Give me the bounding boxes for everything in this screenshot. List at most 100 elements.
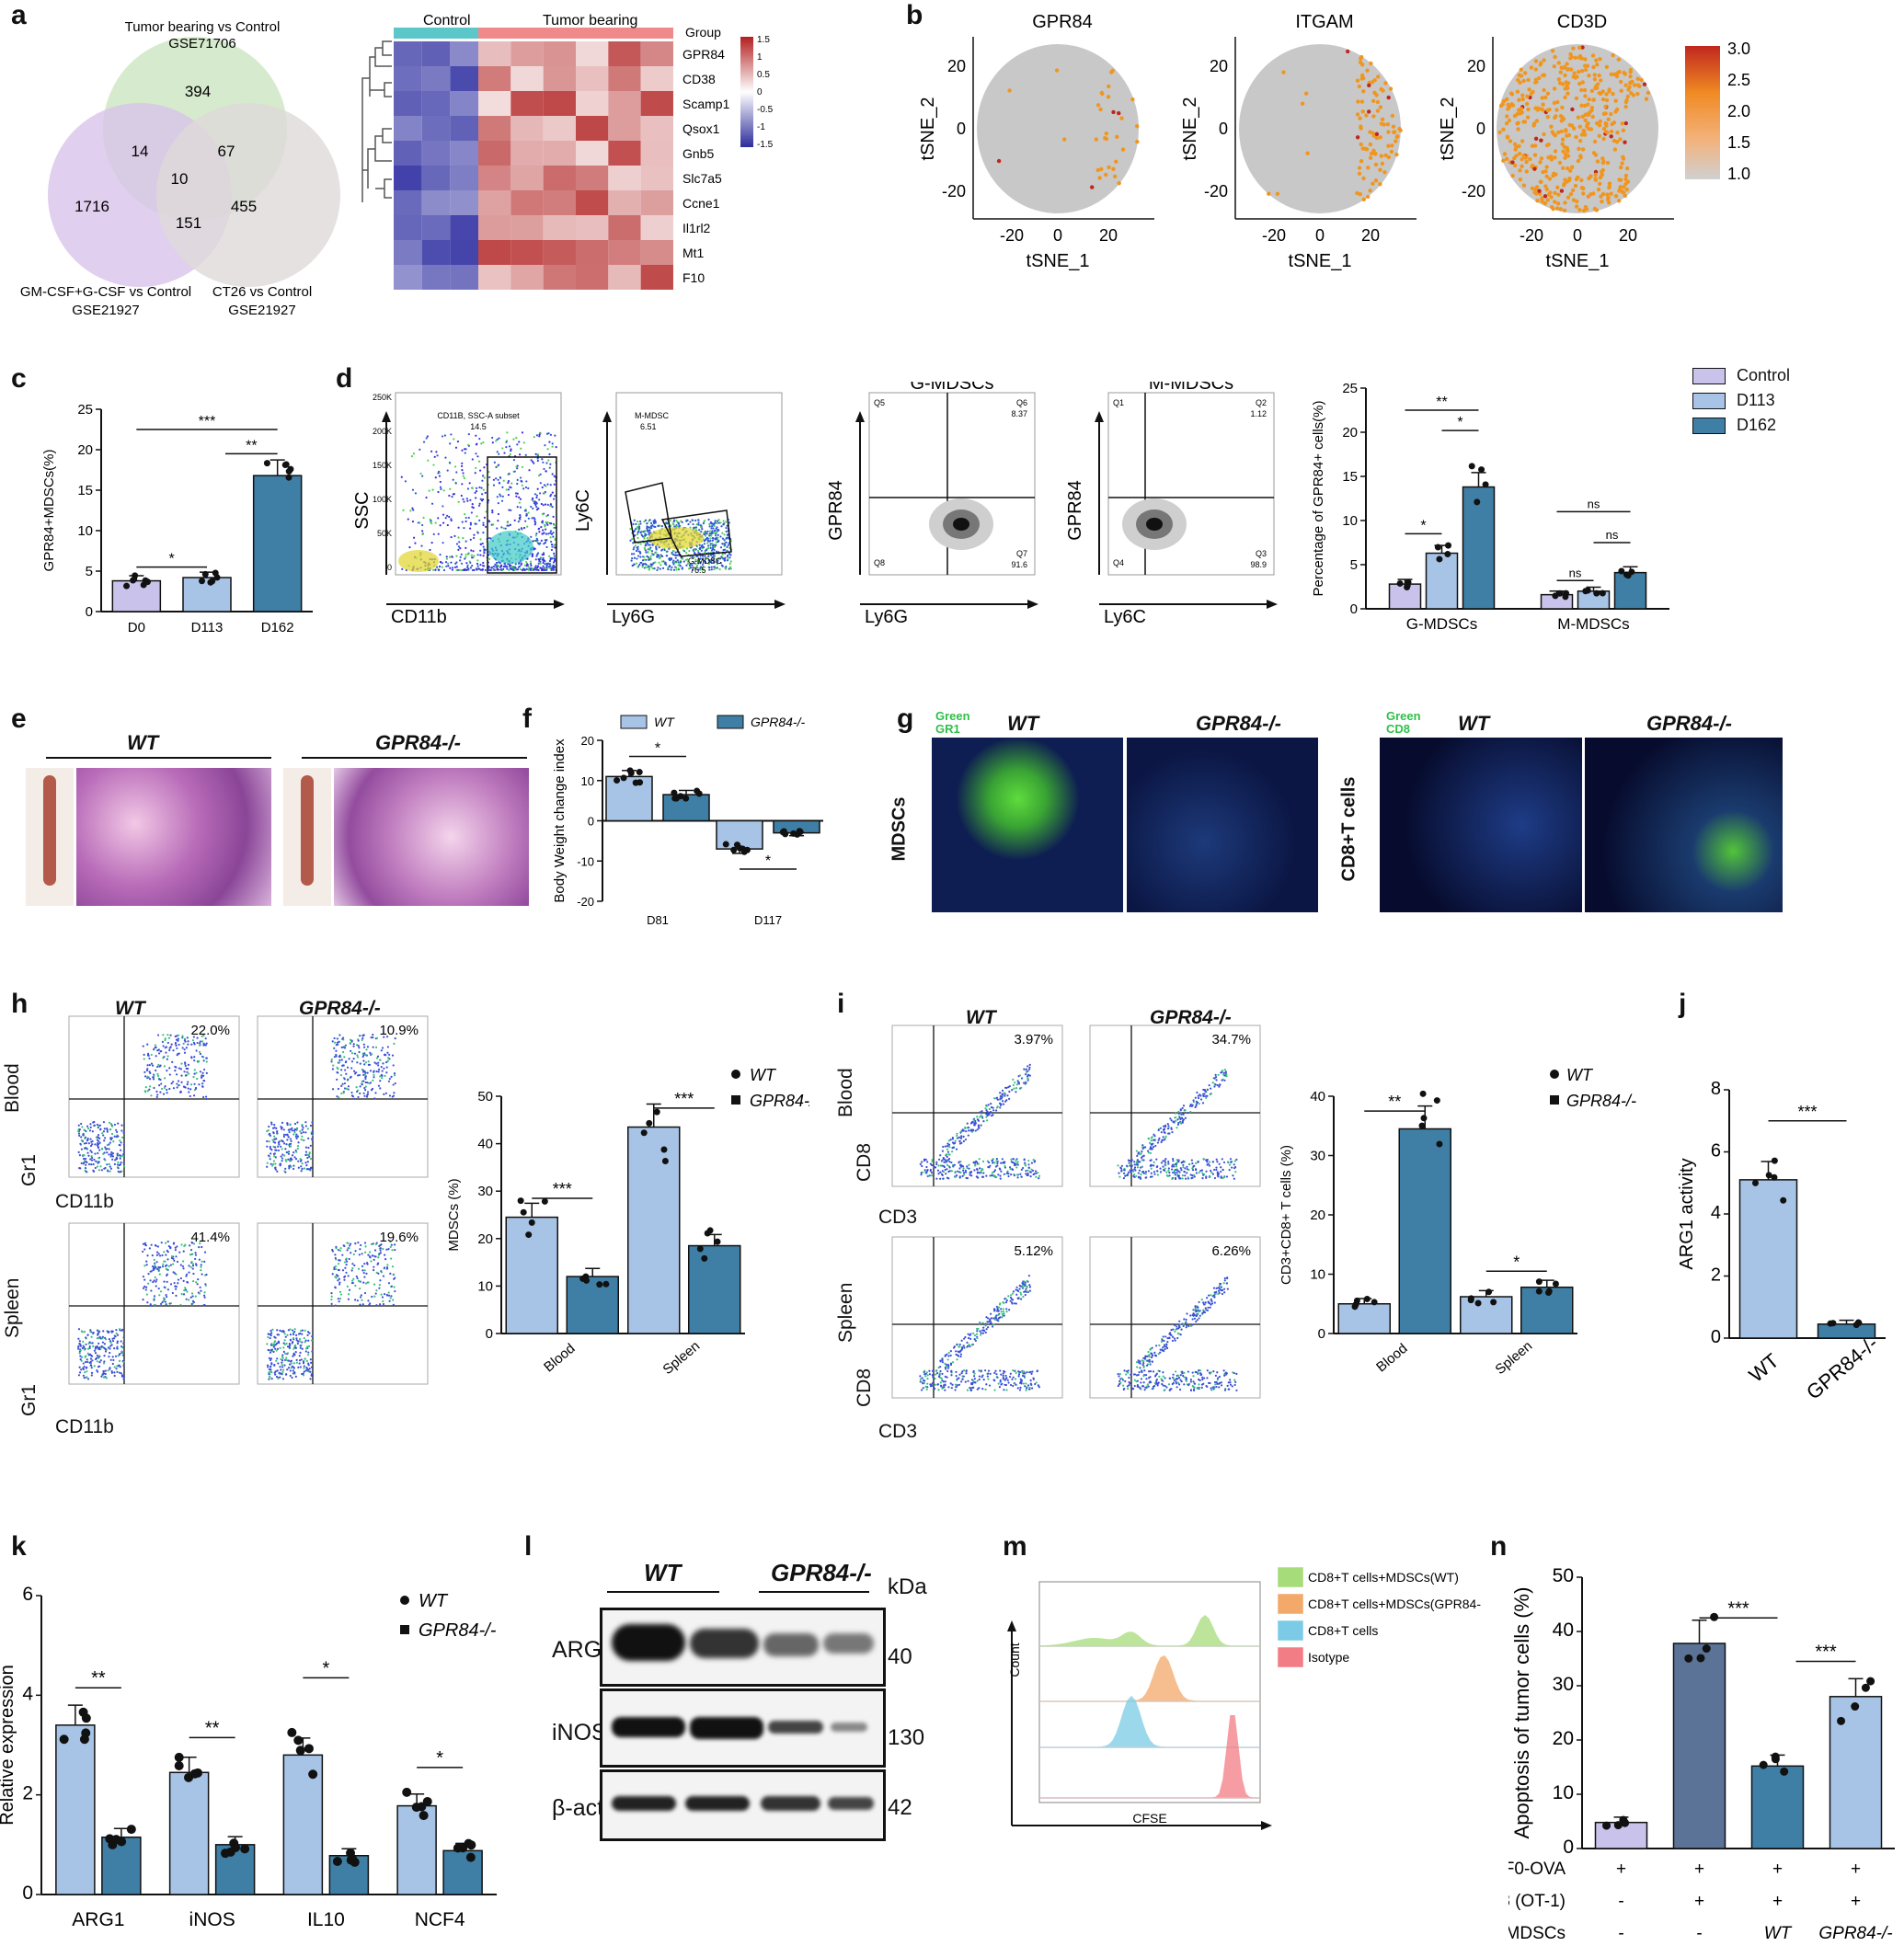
- heatmap-scale-tick: 1: [757, 52, 763, 63]
- data-point: [1419, 1090, 1427, 1097]
- data-point: [614, 777, 621, 784]
- data-point: [1482, 481, 1489, 488]
- panel-letter-c: c: [11, 363, 27, 394]
- y-axis-label: ARG1 activity: [1677, 1158, 1697, 1269]
- tsne-xlabel: tSNE_1: [1546, 251, 1610, 271]
- heatmap-cell: [575, 91, 609, 116]
- chart-i: 0 10 20 30 40 CD3+CD8+ T cells (%) Blood Spleen…: [1279, 1066, 1636, 1378]
- y-tick-label: 4: [22, 1683, 33, 1704]
- heatmap-cell: [450, 116, 479, 141]
- flow-percent: 10.9%: [379, 1023, 419, 1038]
- heatmap-cell: [421, 141, 451, 166]
- heatmap-cell: [394, 265, 422, 290]
- flow-i-wt-label: WT: [966, 1007, 996, 1028]
- flow-quadrant: Q3: [1256, 549, 1267, 558]
- significance-label: ***: [553, 1180, 572, 1198]
- data-point: [714, 1238, 721, 1245]
- heatmap-cell: [478, 116, 511, 141]
- data-point: [517, 1197, 524, 1205]
- data-point: [520, 1208, 527, 1216]
- heatmap-cell: [421, 91, 451, 116]
- data-point: [212, 569, 219, 577]
- tsne-xtick: -20: [1262, 226, 1286, 245]
- y-tick-label: 25: [77, 402, 93, 418]
- flow-d-plot3: G-MDSCs Q5 Q6 8.37 Q8 Q7 91.6 GPR84 Ly6G: [826, 382, 1038, 627]
- chart-n: 0 10 20 30 40 50 Apoptosis of tumor cells (%) *…: [1508, 1565, 1895, 1943]
- y-tick-label: 40: [1553, 1620, 1574, 1641]
- flow-d-plot4: M-MDSCs Q1 Q2 1.12 Q4 Q3 98.9 GPR84 Ly6C: [1065, 382, 1278, 627]
- tsne-plot-gpr84: GPR84 -20 0 20 -20 0 20 tSNE_1 tSNE_2: [918, 12, 1154, 271]
- bar: [442, 1849, 483, 1895]
- significance-label: *: [1457, 415, 1462, 430]
- y-tick-label: 10: [581, 774, 594, 788]
- tsne-xlabel: tSNE_1: [1027, 251, 1090, 271]
- heatmap-cell: [394, 66, 422, 91]
- significance-label: **: [1436, 395, 1447, 410]
- tsne-xtick: 0: [1315, 226, 1325, 245]
- data-point: [59, 1734, 69, 1745]
- heatmap-tumor-label: Tumor bearing: [543, 13, 637, 29]
- y-tick-label: 6: [1711, 1141, 1721, 1162]
- heatmap-cell: [640, 215, 673, 240]
- panel-letter-m: m: [1003, 1531, 1027, 1562]
- data-point: [1866, 1677, 1875, 1686]
- legend-item: Control: [1692, 366, 1790, 385]
- western-blot-panel: WT GPR84-/- kDa ARG1 iNOS β-actin 40 130…: [552, 1554, 957, 1841]
- tsne-colorbar: 3.0 2.5 2.0 1.5 1.0: [1685, 41, 1750, 183]
- heatmap-cell: [543, 141, 576, 166]
- significance-label: **: [246, 438, 257, 453]
- bar: [1460, 1296, 1513, 1334]
- heatmap-cell: [608, 91, 641, 116]
- histology-ko-label: GPR84-/-: [375, 731, 461, 754]
- bar: [1672, 1643, 1726, 1849]
- data-point: [1771, 1173, 1778, 1181]
- flow-h-ko-label: GPR84-/-: [299, 998, 381, 1019]
- heatmap-cell: [608, 116, 641, 141]
- panel-letter-f: f: [522, 704, 532, 734]
- heatmap-cell: [421, 240, 451, 265]
- if-wt-cd8-image: [1380, 738, 1582, 912]
- data-point: [722, 841, 729, 848]
- data-point: [346, 1848, 356, 1858]
- flow-plot-title: G-MDSCs: [910, 382, 993, 394]
- wb-wt-line: [607, 1591, 719, 1593]
- flow-x-label: Ly6G: [612, 607, 655, 627]
- data-point: [465, 1852, 476, 1862]
- legend-label: WT: [750, 1066, 777, 1084]
- heatmap-gene-label: Gnb5: [682, 146, 714, 161]
- flow-percent: 5.12%: [1014, 1243, 1053, 1259]
- heatmap-scale-tick: -1.5: [757, 140, 774, 150]
- legend-label: GPR84-/-: [750, 1092, 809, 1110]
- heatmap-cell: [478, 190, 511, 215]
- if-wt-label-2: WT: [1458, 712, 1490, 735]
- data-point: [1765, 1172, 1772, 1179]
- heatmap-gene-label: CD38: [682, 72, 716, 86]
- legend-marker: [731, 1095, 740, 1105]
- data-point: [189, 1769, 200, 1779]
- data-point: [1618, 567, 1625, 575]
- flow-plot: 41.4%: [68, 1222, 240, 1385]
- tsne-xtick: 0: [1573, 226, 1582, 245]
- flow-quadrant: Q8: [874, 558, 885, 567]
- tsne-title: GPR84: [1032, 12, 1093, 32]
- legend-label: WT: [654, 715, 675, 729]
- wb-arg1-blot: [600, 1608, 886, 1687]
- data-point: [1490, 1299, 1497, 1306]
- data-point: [1485, 1288, 1493, 1296]
- significance-label: *: [169, 552, 175, 567]
- tsne-ylabel: tSNE_2: [918, 97, 938, 161]
- flow-quadrant: Q5: [874, 398, 885, 407]
- heatmap-cell: [510, 66, 544, 91]
- data-point: [285, 468, 292, 475]
- flow-percent: 22.0%: [190, 1023, 230, 1038]
- tsne-cells: [977, 44, 1140, 213]
- wb-ko-line: [759, 1591, 869, 1593]
- x-tick-label: D162: [261, 620, 294, 635]
- y-tick-label: 20: [581, 734, 594, 748]
- heatmap-control-bar: [394, 28, 478, 39]
- data-point: [528, 1219, 535, 1226]
- flow-gate-label: CD11B, SSC-A subset: [437, 411, 520, 420]
- heatmap-cell: [394, 215, 422, 240]
- flow-i-blood-label: Blood: [835, 1068, 856, 1117]
- n-row-value: +: [1694, 1860, 1704, 1879]
